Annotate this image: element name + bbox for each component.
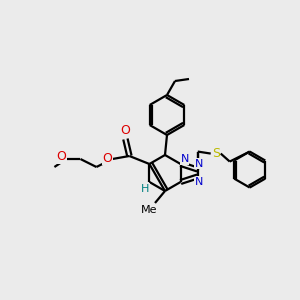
Text: N: N [194, 177, 203, 188]
Text: O: O [103, 152, 112, 164]
Text: H: H [141, 184, 150, 194]
Text: N: N [180, 154, 189, 164]
Text: O: O [121, 124, 130, 137]
Text: Me: Me [141, 205, 157, 215]
Text: S: S [212, 147, 220, 160]
Text: O: O [56, 151, 66, 164]
Text: N: N [194, 159, 203, 169]
